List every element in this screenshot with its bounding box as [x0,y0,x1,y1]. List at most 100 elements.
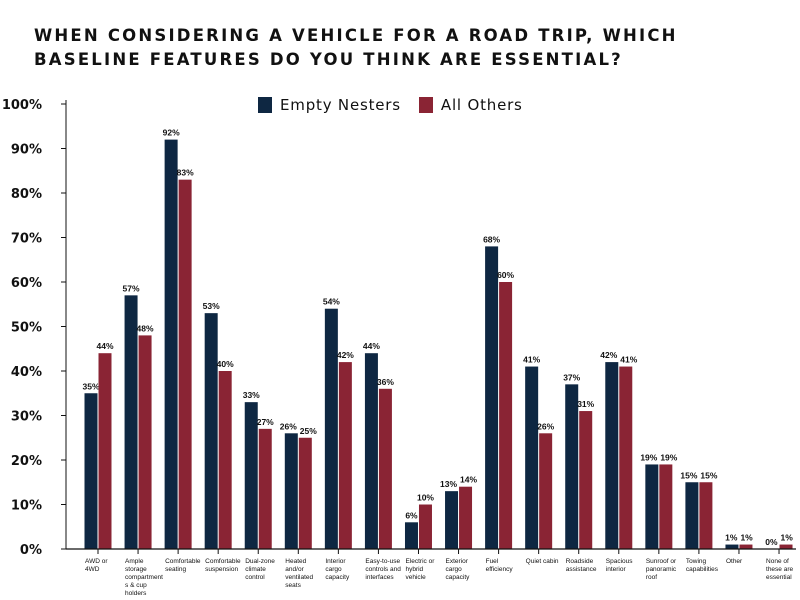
data-label: 10% [417,493,434,503]
bar [499,282,513,549]
bar [525,366,539,549]
bar [324,308,338,549]
x-tick-label: None of these are essential [766,558,794,581]
bar [659,464,673,549]
x-tick-label: Dual-zone climate control [245,558,275,581]
y-tick-label: 100% [2,98,42,113]
legend-item-all-others: All Others [418,96,523,114]
x-tick-label: Spacious interior [605,558,633,573]
x-tick-label: Towing capabilities [685,558,719,573]
bar [739,544,753,549]
bar [539,433,553,549]
data-label: 44% [363,341,380,351]
y-tick-label: 50% [11,321,42,336]
bar [138,335,152,549]
x-tick-label: Quiet cabin [525,558,559,565]
data-label: 36% [377,377,394,387]
data-label: 60% [497,270,514,280]
data-label: 48% [137,323,154,333]
bar [418,504,432,549]
y-tick-label: 10% [11,499,42,514]
data-label: 26% [280,421,297,431]
x-tick-label: Interior cargo capacity [325,558,350,581]
bar [98,353,112,549]
data-label: 54% [323,297,340,307]
data-label: 15% [700,470,717,480]
bar [218,371,232,549]
bar [298,437,312,549]
data-label: 19% [640,452,657,462]
y-tick-label: 40% [11,365,42,380]
bar [645,464,659,549]
data-label: 37% [563,372,580,382]
x-tick-label: Exterior cargo capacity [445,558,470,581]
bar [725,544,739,549]
bar [164,139,178,549]
data-label: 14% [460,475,477,485]
data-label: 83% [177,168,194,178]
data-label: 44% [96,341,113,351]
data-label: 15% [680,470,697,480]
bar [178,179,192,549]
data-label: 53% [203,301,220,311]
x-tick-label: Sunroof or panoramic roof [645,558,677,581]
bar [378,388,392,549]
legend-label: Empty Nesters [280,96,401,114]
bar [204,313,218,549]
data-label: 42% [337,350,354,360]
chart-title: WHEN CONSIDERING A VEHICLE FOR A ROAD TR… [34,26,678,69]
data-label: 19% [660,452,677,462]
bar [84,393,98,549]
y-tick-label: 70% [11,232,42,247]
bar [605,362,619,549]
bar [244,402,258,549]
bar [779,544,793,549]
bar [619,366,633,549]
data-label: 57% [123,283,140,293]
bar [338,362,352,549]
legend-swatch [418,97,433,113]
data-label: 25% [300,426,317,436]
bar [258,428,272,549]
bar [284,433,298,549]
bar [364,353,378,549]
x-tick-label: Comfortable seating [165,558,201,573]
data-label: 35% [82,381,99,391]
legend-label: All Others [440,96,523,114]
x-tick-label: Roadside assistance [565,558,597,573]
x-tick-label: Heated and/or ventilated seats [285,558,314,589]
bar [485,246,499,549]
bar [124,295,138,549]
data-label: 13% [440,479,457,489]
data-label: 6% [405,510,418,520]
y-tick-label: 90% [11,143,42,158]
data-label: 1% [740,533,753,543]
bar [404,522,418,549]
bar [685,482,699,549]
data-label: 0% [765,537,778,547]
x-tick-label: Comfortable suspension [205,558,241,573]
y-tick-label: 30% [11,410,42,425]
data-label: 68% [483,234,500,244]
x-tick-label: Electric or hybrid vehicle [405,558,435,581]
data-label: 41% [620,355,637,365]
bar [579,411,593,549]
x-tick-label: Other [725,558,743,565]
data-label: 1% [725,533,738,543]
legend: Empty Nesters All Others [258,96,523,114]
bar [699,482,713,549]
data-label: 31% [577,399,594,409]
data-label: 42% [600,350,617,360]
y-tick-label: 20% [11,454,42,469]
data-label: 1% [781,533,794,543]
data-label: 40% [217,359,234,369]
data-label: 27% [257,417,274,427]
x-tick-label: Easy-to-use controls and interfaces [365,558,401,581]
y-tick-label: 60% [11,276,42,291]
bar [565,384,579,549]
x-tick-label: Ample storage compartments & cup holders [125,558,163,597]
x-tick-label: AWD or 4WD [85,558,108,573]
x-tick-label: Fuel efficiency [485,558,513,573]
bar [459,486,473,549]
